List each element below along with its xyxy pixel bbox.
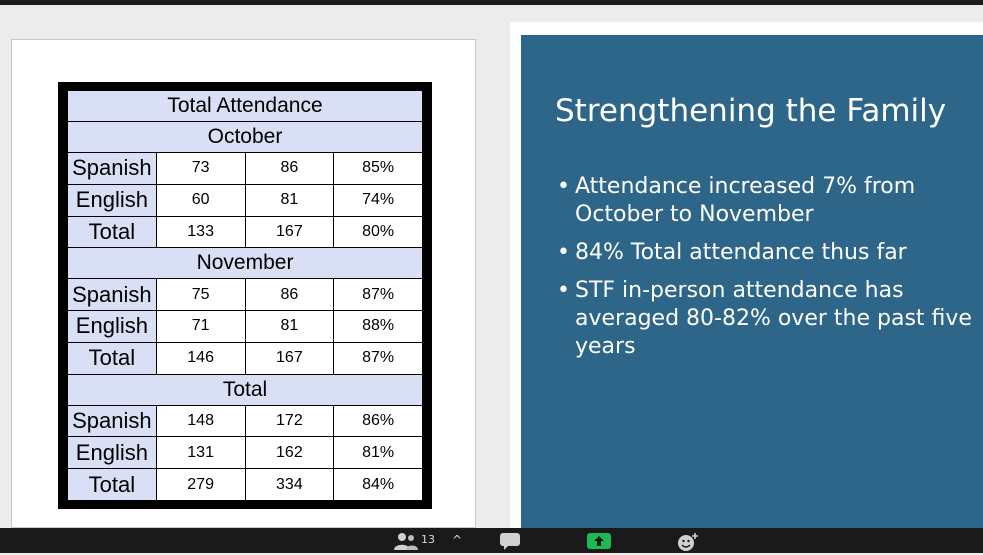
table-row: Total 279 334 84% <box>67 468 423 501</box>
cell-value: 71 <box>155 310 246 343</box>
cell-value: 73 <box>155 152 246 185</box>
bullet-list: • Attendance increased 7% from October t… <box>557 173 977 371</box>
table-row: English 131 162 81% <box>67 436 423 470</box>
bullet-dot: • <box>557 240 570 265</box>
row-label: Spanish <box>67 278 157 312</box>
cell-value: 146 <box>155 341 246 375</box>
cell-value: 172 <box>244 404 335 438</box>
slide-title: Strengthening the Family <box>555 93 947 129</box>
cell-percent: 85% <box>333 152 423 185</box>
bullet-item: • STF in-person attendance has averaged … <box>557 277 977 361</box>
chevron-up-icon: ^ <box>452 533 463 547</box>
row-label: English <box>67 436 157 470</box>
row-label: Total <box>67 215 157 249</box>
slide-attendance-table: Total Attendance October Spanish 73 86 8… <box>11 39 476 528</box>
cell-percent: 86% <box>333 404 423 438</box>
cell-value: 148 <box>155 404 246 438</box>
row-label: English <box>67 310 157 343</box>
cell-value: 167 <box>244 341 335 375</box>
section-header: November <box>67 247 423 280</box>
table-row: English 60 81 74% <box>67 183 423 217</box>
bullet-text: 84% Total attendance thus far <box>575 240 907 265</box>
section-header-row: November <box>67 247 423 280</box>
section-header: Total <box>67 373 423 406</box>
reactions-icon <box>678 533 698 551</box>
cell-value: 81 <box>244 183 335 217</box>
participants-button[interactable]: 13 <box>394 532 435 550</box>
table-row: Total 133 167 80% <box>67 215 423 249</box>
row-label: Spanish <box>67 152 157 185</box>
cell-value: 162 <box>244 436 335 470</box>
section-header: October <box>67 121 423 153</box>
bullet-dot: • <box>557 278 570 303</box>
table-row: Total 146 167 87% <box>67 341 423 375</box>
share-screen-icon <box>587 533 611 549</box>
bullet-text: Attendance increased 7% from October to … <box>575 174 916 227</box>
bullet-dot: • <box>557 174 570 199</box>
participants-count: 13 <box>421 533 435 546</box>
row-label: Spanish <box>67 404 157 438</box>
cell-percent: 81% <box>333 436 423 470</box>
cell-value: 86 <box>244 278 335 312</box>
cell-percent: 74% <box>333 183 423 217</box>
participants-icon <box>394 533 418 550</box>
top-window-strip <box>0 0 983 5</box>
table-row: English 71 81 88% <box>67 310 423 343</box>
cell-value: 131 <box>155 436 246 470</box>
row-label: Total <box>67 468 157 501</box>
table-row: Spanish 148 172 86% <box>67 404 423 438</box>
share-screen-button[interactable] <box>586 532 612 550</box>
cell-value: 133 <box>155 215 246 249</box>
cell-percent: 84% <box>333 468 423 501</box>
table-title-row: Total Attendance <box>67 90 423 122</box>
bullet-item: • 84% Total attendance thus far <box>557 239 977 267</box>
row-label: English <box>67 183 157 217</box>
section-header-row: October <box>67 121 423 153</box>
cell-value: 75 <box>155 278 246 312</box>
cell-value: 334 <box>244 468 335 501</box>
chat-icon <box>500 533 520 550</box>
table-frame: Total Attendance October Spanish 73 86 8… <box>58 82 432 509</box>
attendance-table: Total Attendance October Spanish 73 86 8… <box>67 90 423 501</box>
cell-value: 167 <box>244 215 335 249</box>
row-label: Total <box>67 341 157 375</box>
cell-percent: 87% <box>333 278 423 312</box>
table-row: Spanish 73 86 85% <box>67 152 423 185</box>
slide-text: Strengthening the Family • Attendance in… <box>510 22 983 528</box>
bullet-text: STF in-person attendance has averaged 80… <box>575 278 972 359</box>
cell-value: 81 <box>244 310 335 343</box>
bullet-item: • Attendance increased 7% from October t… <box>557 173 977 229</box>
cell-value: 86 <box>244 152 335 185</box>
cell-percent: 88% <box>333 310 423 343</box>
table-title: Total Attendance <box>67 90 423 122</box>
meeting-toolbar: 13 ^ <box>0 528 983 553</box>
cell-value: 60 <box>155 183 246 217</box>
table-row: Spanish 75 86 87% <box>67 278 423 312</box>
participants-options-button[interactable]: ^ <box>452 533 466 551</box>
cell-percent: 87% <box>333 341 423 375</box>
slide-blue-panel: Strengthening the Family • Attendance in… <box>521 35 983 528</box>
cell-value: 279 <box>155 468 246 501</box>
reactions-button[interactable] <box>676 532 700 551</box>
cell-percent: 80% <box>333 215 423 249</box>
chat-button[interactable] <box>499 532 521 550</box>
section-header-row: Total <box>67 373 423 406</box>
